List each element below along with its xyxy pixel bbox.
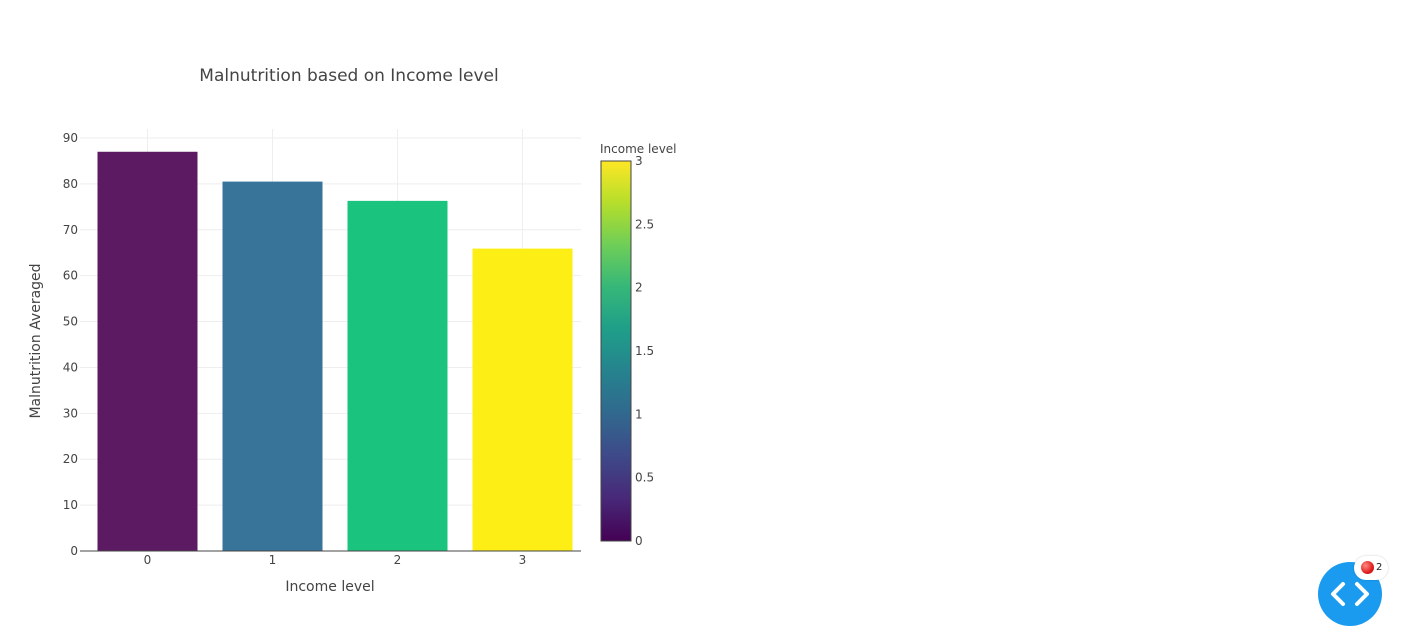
y-tick-label: 40 [63, 360, 78, 374]
colorbar-tick-label: 1 [635, 407, 643, 421]
colorbar-tick-label: 2 [635, 281, 643, 295]
colorbar-tick-label: 0.5 [635, 471, 654, 485]
colorbar-tick-labels: 0 0.5 1 1.5 2 2.5 3 [635, 154, 654, 548]
colorbar-tick-label: 0 [635, 534, 643, 548]
y-tick-label: 80 [63, 177, 78, 191]
error-dot-icon [1361, 561, 1374, 574]
x-tick-label: 3 [519, 553, 527, 567]
y-tick-label: 20 [63, 452, 78, 466]
x-axis-title: Income level [285, 579, 374, 595]
colorbar [600, 160, 632, 542]
y-tick-label: 70 [63, 223, 78, 237]
bar-0[interactable] [97, 151, 198, 551]
y-tick-labels: 0 10 20 30 40 50 60 70 80 90 [63, 131, 78, 558]
chart-title: Malnutrition based on Income level [199, 66, 498, 86]
x-tick-label: 0 [144, 553, 152, 567]
x-tick-label: 2 [394, 553, 402, 567]
colorbar-tick-label: 1.5 [635, 344, 654, 358]
colorbar-tick-label: 2.5 [635, 217, 654, 231]
y-tick-label: 30 [63, 406, 78, 420]
bar-1[interactable] [222, 181, 323, 551]
code-brackets-icon [1331, 582, 1369, 606]
bar-2[interactable] [347, 200, 448, 551]
bars [97, 151, 573, 551]
colorbar-tick-label: 3 [635, 154, 643, 168]
y-tick-label: 90 [63, 131, 78, 145]
bar-3[interactable] [472, 248, 573, 551]
error-badge[interactable]: 2 [1354, 556, 1388, 580]
y-axis-title: Malnutrition Averaged [28, 263, 44, 418]
y-tick-label: 60 [63, 269, 78, 283]
y-tick-label: 50 [63, 315, 78, 329]
colorbar-title: Income level [600, 142, 677, 156]
x-tick-label: 1 [269, 553, 277, 567]
y-tick-label: 10 [63, 498, 78, 512]
x-tick-labels: 0 1 2 3 [144, 553, 527, 567]
y-tick-label: 0 [70, 544, 78, 558]
error-count: 2 [1376, 562, 1383, 573]
